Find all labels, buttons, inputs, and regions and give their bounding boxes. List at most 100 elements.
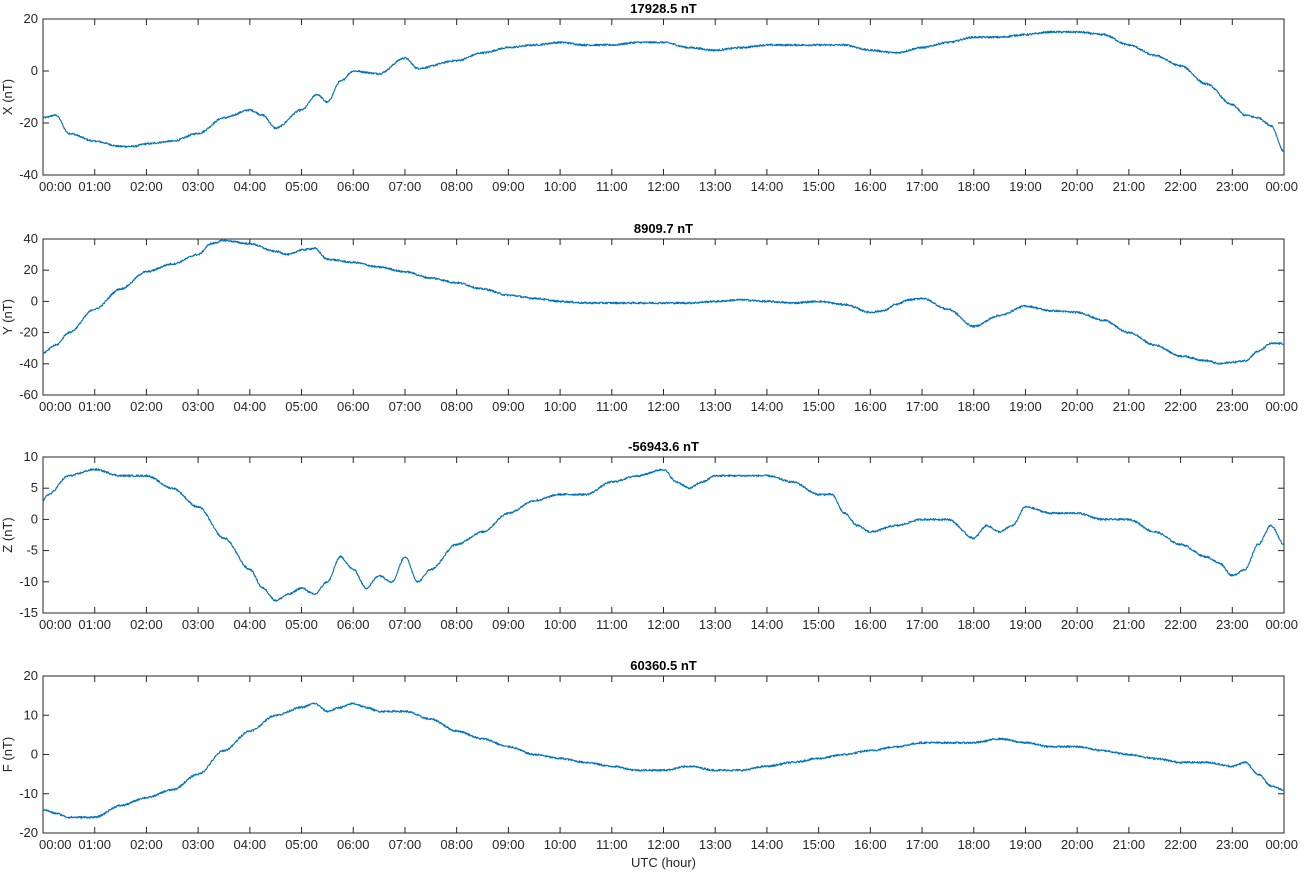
x-tick-label: 22:00 (1164, 399, 1197, 414)
x-tick-label: 00:00 (1265, 399, 1298, 414)
panel-title: 60360.5 nT (630, 658, 697, 673)
series-line (42, 702, 1285, 819)
x-tick-label: 12:00 (647, 617, 680, 632)
x-tick-label: 23:00 (1216, 399, 1249, 414)
x-tick-label: 20:00 (1061, 837, 1094, 852)
x-tick-label: 19:00 (1009, 399, 1042, 414)
axes-box (42, 675, 1285, 834)
y-tick-label: 40 (24, 231, 38, 246)
x-tick-label: 08:00 (440, 837, 473, 852)
x-tick-label: 13:00 (699, 837, 732, 852)
x-tick-label: 17:00 (906, 179, 939, 194)
x-tick-label: 18:00 (957, 179, 990, 194)
x-tick-label: 03:00 (182, 399, 215, 414)
axes-box (42, 238, 1285, 396)
x-tick-label: 23:00 (1216, 837, 1249, 852)
x-tick-label: 05:00 (285, 837, 318, 852)
x-tick-label: 01:00 (78, 837, 111, 852)
series-line (42, 468, 1285, 602)
x-tick-label: 06:00 (337, 837, 370, 852)
x-tick-label: 13:00 (699, 617, 732, 632)
y-tick-label: -15 (19, 605, 38, 620)
x-tick-label: 06:00 (337, 617, 370, 632)
y-tick-label: 10 (24, 707, 38, 722)
x-tick-label: 05:00 (285, 617, 318, 632)
x-tick-label: 03:00 (182, 617, 215, 632)
x-tick-label: 06:00 (337, 179, 370, 194)
x-tick-label: 04:00 (234, 837, 267, 852)
x-tick-label: 22:00 (1164, 837, 1197, 852)
x-tick-label: 18:00 (957, 399, 990, 414)
x-tick-label: 18:00 (957, 617, 990, 632)
x-tick-label: 12:00 (647, 837, 680, 852)
y-axis-label: F (nT) (0, 737, 15, 772)
x-tick-label: 08:00 (440, 399, 473, 414)
y-tick-label: 0 (31, 293, 38, 308)
x-tick-label: 23:00 (1216, 617, 1249, 632)
series-line (42, 239, 1285, 365)
x-tick-label: 12:00 (647, 179, 680, 194)
series-line (42, 30, 1285, 152)
x-tick-label: 10:00 (544, 837, 577, 852)
x-tick-label: 19:00 (1009, 837, 1042, 852)
y-tick-label: 20 (24, 11, 38, 26)
x-tick-label: 13:00 (699, 399, 732, 414)
y-axis-label: Y (nT) (0, 299, 15, 335)
y-tick-label: -5 (26, 543, 38, 558)
x-tick-label: 10:00 (544, 179, 577, 194)
panel-title: 17928.5 nT (630, 1, 697, 16)
x-tick-label: 18:00 (957, 837, 990, 852)
x-tick-label: 21:00 (1113, 399, 1146, 414)
x-tick-label: 05:00 (285, 179, 318, 194)
y-tick-label: 20 (24, 668, 38, 683)
x-tick-label: 16:00 (854, 179, 887, 194)
panel-x: 17928.5 nT X (nT) -40 -20 0 20 00:00 01:00 02:00… (0, 1, 1298, 194)
x-tick-label: 22:00 (1164, 179, 1197, 194)
x-tick-label: 14:00 (751, 399, 784, 414)
x-axis-label: UTC (hour) (631, 855, 696, 870)
x-tick-label: 19:00 (1009, 617, 1042, 632)
x-tick-label: 17:00 (906, 399, 939, 414)
x-tick-label: 04:00 (234, 399, 267, 414)
x-tick-label: 09:00 (492, 837, 525, 852)
y-tick-label: 10 (24, 449, 38, 464)
x-tick-label: 01:00 (78, 617, 111, 632)
x-tick-label: 17:00 (906, 617, 939, 632)
x-tick-label: 11:00 (596, 837, 628, 852)
x-tick-label: 06:00 (337, 399, 370, 414)
x-tick-label: 11:00 (596, 617, 628, 632)
x-tick-label: 14:00 (751, 617, 784, 632)
panel-title: 8909.7 nT (634, 221, 693, 236)
y-tick-label: -20 (19, 825, 38, 840)
x-tick-label: 05:00 (285, 399, 318, 414)
x-tick-label: 20:00 (1061, 179, 1094, 194)
x-tick-label: 11:00 (596, 179, 628, 194)
x-tick-label: 09:00 (492, 617, 525, 632)
x-tick-label: 20:00 (1061, 617, 1094, 632)
x-tick-label: 00:00 (1265, 837, 1298, 852)
x-tick-label: 15:00 (802, 179, 835, 194)
x-tick-label: 15:00 (802, 617, 835, 632)
x-tick-label: 00:00 (39, 837, 72, 852)
y-tick-label: -60 (19, 387, 38, 402)
x-tick-label: 21:00 (1113, 617, 1146, 632)
x-tick-label: 09:00 (492, 399, 525, 414)
y-tick-label: -40 (19, 167, 38, 182)
x-tick-label: 02:00 (130, 179, 163, 194)
x-tick-label: 10:00 (544, 399, 577, 414)
axes-box (42, 456, 1285, 614)
x-tick-label: 09:00 (492, 179, 525, 194)
y-tick-label: 0 (31, 511, 38, 526)
x-tick-label: 02:00 (130, 617, 163, 632)
x-tick-label: 16:00 (854, 837, 887, 852)
panel-title: -56943.6 nT (628, 439, 699, 454)
x-tick-label: 17:00 (906, 837, 939, 852)
x-tick-label: 08:00 (440, 179, 473, 194)
x-tick-label: 07:00 (389, 399, 422, 414)
x-tick-label: 21:00 (1113, 837, 1146, 852)
x-tick-label: 00:00 (1265, 179, 1298, 194)
y-tick-label: -20 (19, 325, 38, 340)
x-tick-label: 07:00 (389, 837, 422, 852)
x-tick-label: 00:00 (39, 179, 72, 194)
x-tick-label: 15:00 (802, 837, 835, 852)
